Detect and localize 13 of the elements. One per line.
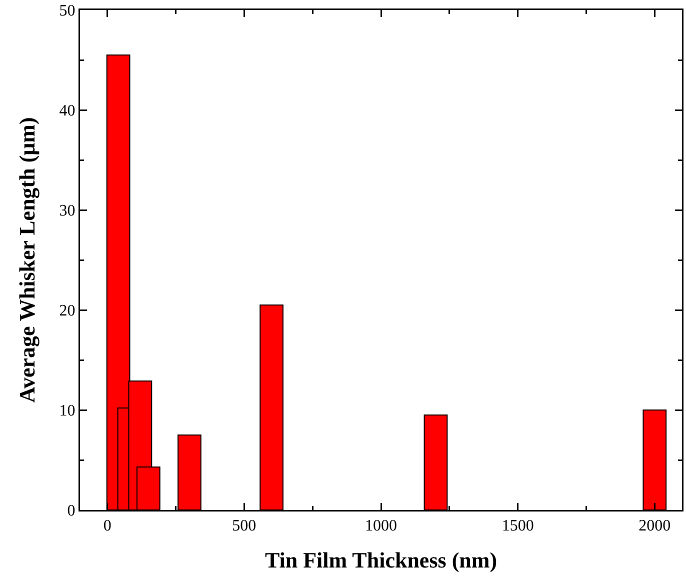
y-tick-label: 50 bbox=[59, 2, 76, 20]
x-tick-label: 1000 bbox=[365, 518, 397, 535]
y-tick-label: 30 bbox=[59, 202, 76, 220]
x-tick-label: 1500 bbox=[502, 518, 534, 535]
x-axis-title: Tin Film Thickness (nm) bbox=[264, 547, 498, 572]
y-tick-label: 0 bbox=[67, 502, 76, 520]
y-axis-title: Average Whisker Length (μm) bbox=[14, 117, 40, 403]
y-tick-label: 40 bbox=[59, 102, 76, 120]
x-tick-label: 0 bbox=[103, 518, 112, 535]
x-tick-label: 500 bbox=[232, 518, 256, 535]
y-tick-label: 10 bbox=[59, 402, 76, 420]
y-tick-label: 20 bbox=[59, 302, 76, 320]
x-tick-label: 2000 bbox=[638, 518, 671, 535]
